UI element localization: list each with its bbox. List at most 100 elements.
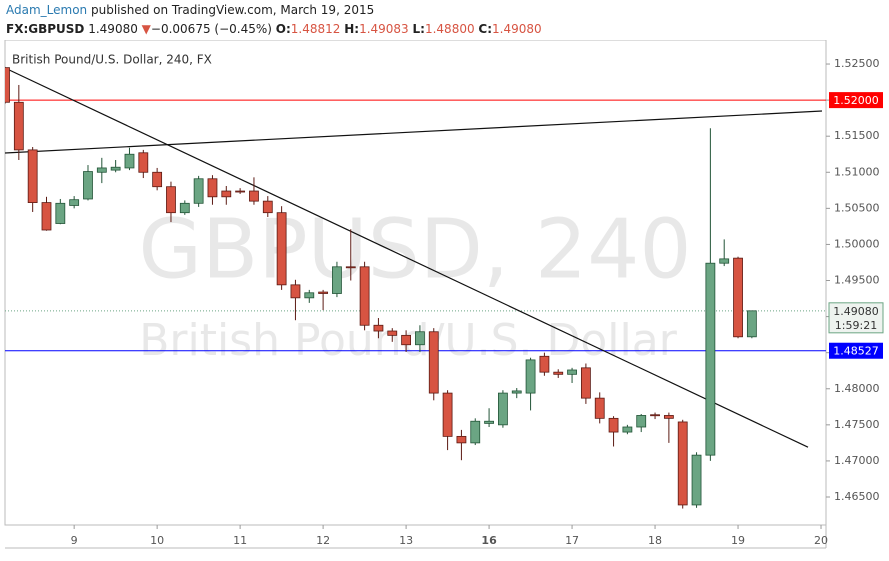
candle-body [428,331,439,394]
symbol: FX:GBPUSD [6,22,85,36]
symbol-line: FX:GBPUSD 1.49080 ▼−0.00675 (−0.45%) O:1… [6,22,542,36]
candle-body [152,171,163,188]
x-tick-label: 9 [71,534,78,547]
candle-body [96,167,107,173]
trendline [5,110,823,154]
candle-body [27,149,38,203]
x-tick-label: 18 [648,534,662,547]
candle-body [13,101,24,151]
x-tick-label: 12 [316,534,330,547]
price-tag [829,92,883,109]
candle-body [415,331,425,346]
change: −0.00675 (−0.45%) [150,22,272,36]
candle-body [456,435,467,444]
y-tick-label: 1.52500 [834,57,880,70]
candle-body [83,171,93,200]
candle-body [594,397,605,419]
ohlc-value: 1.49080 [492,22,542,36]
x-tick-label: 17 [565,534,579,547]
candle-body [138,152,149,173]
candle-body [663,415,674,419]
price-tag-label: 1.49080 [833,305,879,318]
x-tick-label: 16 [481,534,497,547]
ohlc-value: 1.48812 [290,22,341,36]
candle-body [373,324,384,332]
candle-body [470,420,481,444]
candle-body [705,262,716,456]
plot [5,66,826,509]
candle-body [719,258,730,264]
price-tag [828,302,884,334]
y-tick-label: 1.47000 [834,454,880,467]
last: 1.49080 [88,22,138,36]
candle-body [733,257,743,338]
publish-line: Adam_Lemon published on TradingView.com,… [6,3,374,17]
watermark: GBPUSD, 240 [138,202,691,297]
price-tag-label: 1.48527 [833,345,879,358]
candle-body [41,202,52,231]
candle-body [636,415,647,428]
candle-body [677,421,688,506]
candle-body [110,166,121,171]
ohlc-value: 1.48800 [424,22,475,36]
y-tick-label: 1.50000 [834,237,880,250]
candle-body [179,202,190,214]
candle-body [498,392,508,426]
x-tick-label: 10 [150,534,164,547]
x-tick-label: 13 [399,534,413,547]
price-tag [829,342,883,359]
candle-body [387,330,398,336]
y-tick-label: 1.48000 [834,382,880,395]
candle-body [5,67,10,103]
candle-body [69,199,80,206]
candle-body [511,390,522,394]
candle-body [124,153,135,169]
y-tick-label: 1.50500 [834,201,880,214]
y-tick-label: 1.51000 [834,165,880,178]
ohlc-label: C: [478,22,493,36]
candle-body [262,200,273,214]
published: published on TradingView.com, March 19, … [90,3,375,17]
candle-body [249,190,259,202]
candle-body [290,284,301,299]
candle-body [746,310,757,338]
y-tick-label: 1.49500 [834,274,880,287]
candle-body [318,291,329,294]
candle-body [553,371,564,375]
plot-frame [4,40,827,526]
y-tick-label: 1.46500 [834,490,880,503]
candle-body [567,369,577,375]
ohlc-value: 1.49083 [359,22,409,36]
x-tick-label: 11 [233,534,247,547]
candle-body [359,266,370,326]
arrow: ▼ [141,22,151,36]
candle-body [345,266,356,269]
trendline [5,67,809,448]
price-tag-label: 1.52000 [833,94,879,107]
ohlc-label: O: [275,22,291,36]
candle-body [650,414,660,417]
ohlc-label: L: [412,22,425,36]
candle-body [484,420,494,424]
candle-body [304,292,315,299]
candle-body [622,426,633,433]
y-tick-label: 1.51500 [834,129,880,142]
ohlc: O:1.48812 H:1.49083 L:1.48800 C:1.49080 [276,22,542,36]
author[interactable]: Adam_Lemon [6,3,88,17]
candle-body [166,186,176,214]
candle-body [193,178,204,204]
candle-body [55,202,66,224]
candle-body [525,359,536,394]
candle-body [207,178,218,198]
candle-body [691,454,702,506]
ohlc-label: H: [344,22,360,36]
candle-body [608,417,619,433]
candle-body [221,190,232,198]
x-tick-label: 19 [731,534,745,547]
candle-body [401,334,411,346]
countdown: 1:59:21 [835,319,877,332]
x-tick-label: 20 [814,534,828,547]
candle-body [235,190,246,193]
